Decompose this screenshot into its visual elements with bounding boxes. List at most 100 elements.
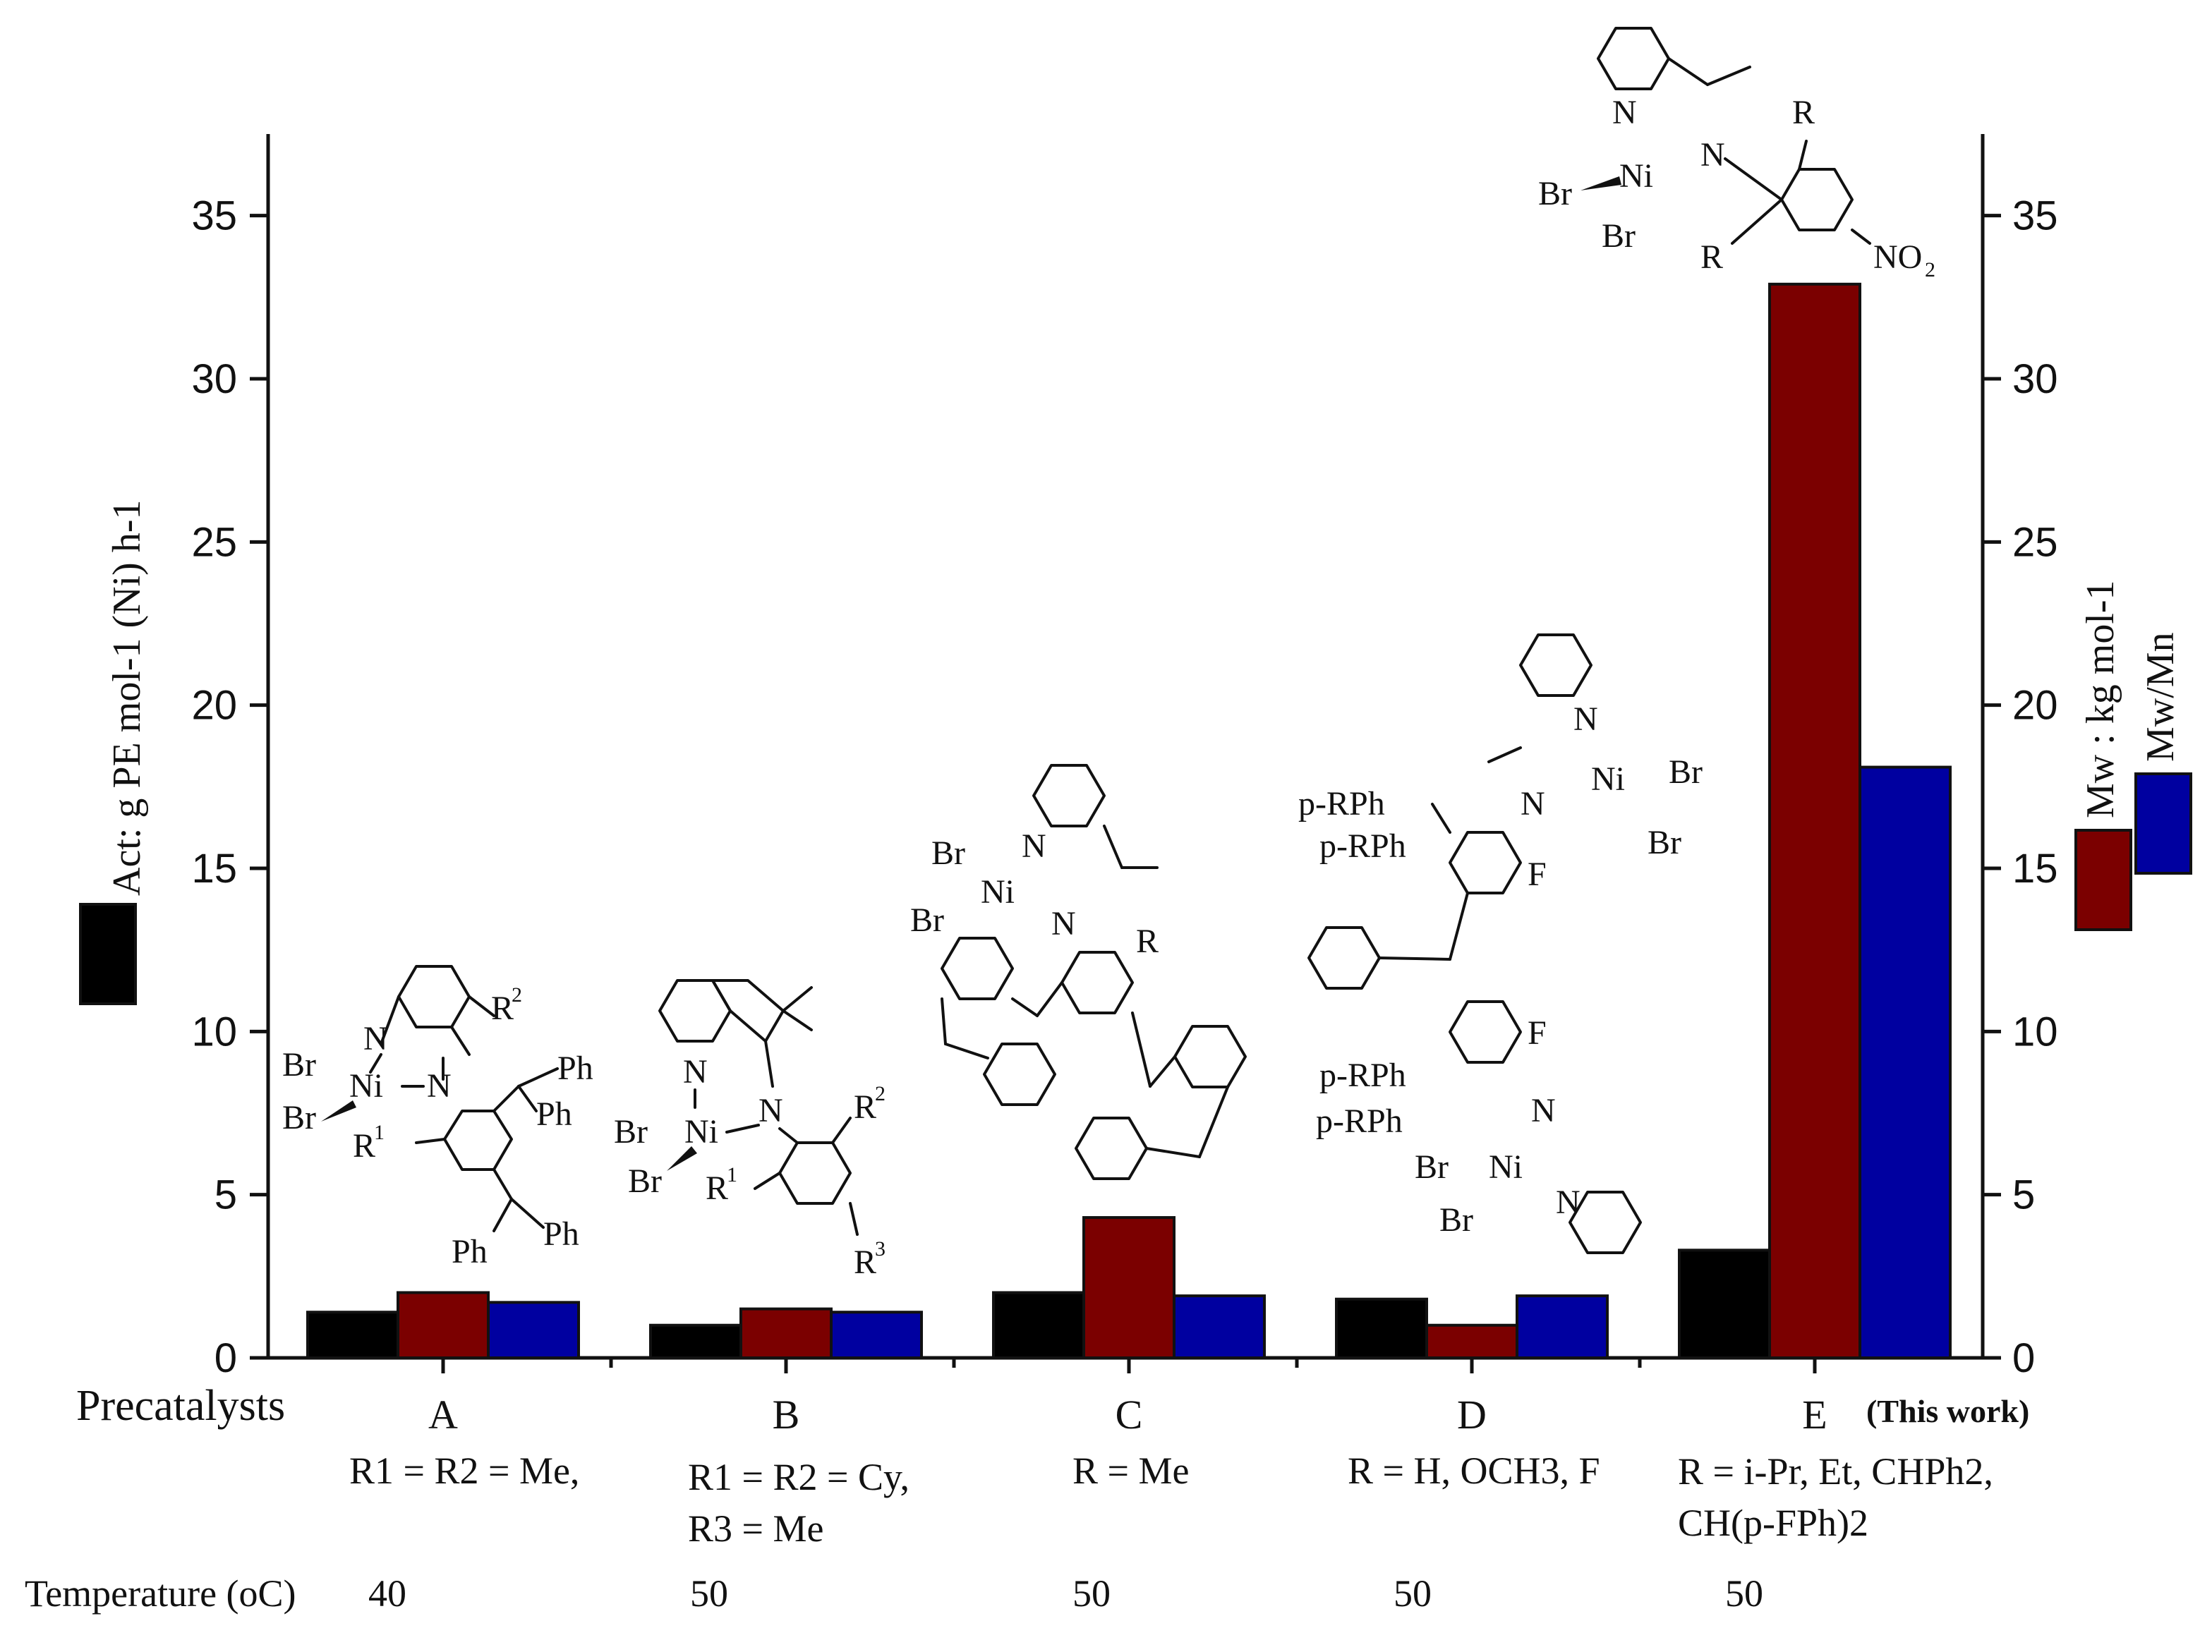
svg-text:Br: Br: [282, 1099, 316, 1136]
temperature-b-value: 50: [690, 1572, 728, 1615]
substituent-d-text: R = H, OCH3, F: [1348, 1450, 1600, 1492]
bar-e-series-1: [1768, 282, 1861, 1359]
svg-text:Ni: Ni: [1591, 760, 1625, 798]
svg-text:2: 2: [875, 1082, 886, 1105]
svg-text:Ph: Ph: [543, 1215, 579, 1253]
svg-text:N: N: [1556, 1184, 1581, 1221]
svg-text:F: F: [1528, 1014, 1547, 1052]
left-y-tick-label: 20: [191, 683, 237, 729]
temperature-label: Temperature (oC): [25, 1574, 296, 1612]
left-axis-title: Act: g PE mol-1 (Ni) h-1: [104, 500, 150, 896]
ticks: 0 0 5 5 10 10 15 15 20 20 25 25 30 30 35 35: [191, 193, 2057, 1381]
left-y-tick-label: 5: [214, 1172, 237, 1218]
category-label-d: D: [1457, 1392, 1487, 1438]
category-label-c: C: [1116, 1392, 1143, 1438]
mw-axis-title: Mw : kg mol-1: [2078, 580, 2123, 818]
category-label-e: E: [1802, 1392, 1827, 1438]
bar-d-series-2: [1516, 1294, 1609, 1360]
left-y-tick-label: 30: [191, 356, 237, 402]
legend-swatch-activity: [79, 903, 137, 1005]
svg-text:N: N: [1051, 905, 1076, 942]
substituent-c: R = Me: [1072, 1452, 1189, 1490]
temperature-e-value: 50: [1725, 1572, 1763, 1615]
svg-text:Ph: Ph: [536, 1095, 572, 1133]
temperature-e: 50: [1725, 1574, 1763, 1612]
svg-text:Ni: Ni: [684, 1113, 718, 1150]
x-axis-title-text: Precatalysts: [76, 1382, 286, 1430]
svg-text:N: N: [363, 1020, 388, 1057]
right-y-tick-label: 30: [2012, 356, 2058, 402]
svg-text:2: 2: [1925, 258, 1935, 281]
bar-b-series-1: [739, 1307, 833, 1359]
temperature-a-value: 40: [368, 1572, 406, 1615]
right-y-tick-label: 25: [2012, 519, 2058, 565]
svg-text:p-RPh: p-RPh: [1298, 785, 1385, 822]
structure-c: N Ni Br Br N R: [910, 764, 1247, 1180]
bar-e-series-2: [1859, 765, 1952, 1360]
substituent-d: R = H, OCH3, F: [1348, 1452, 1600, 1490]
svg-text:N: N: [759, 1092, 783, 1129]
svg-text:R: R: [353, 1127, 375, 1165]
svg-text:Ni: Ni: [1619, 157, 1653, 195]
svg-text:Br: Br: [1439, 1201, 1473, 1239]
svg-text:Br: Br: [614, 1113, 648, 1150]
svg-text:N: N: [1612, 94, 1637, 131]
left-y-tick-label: 25: [191, 519, 237, 565]
svg-text:Ni: Ni: [349, 1067, 383, 1105]
svg-text:R: R: [706, 1170, 728, 1207]
substituent-a: R1 = R2 = Me,: [349, 1452, 579, 1490]
substituent-e: R = i-Pr, Et, CHPh2, CH(p-FPh)2: [1678, 1446, 2045, 1549]
svg-text:Br: Br: [1415, 1148, 1449, 1186]
bar-a-series-1: [397, 1291, 490, 1360]
legend-swatch-mwmn: [2134, 772, 2192, 875]
svg-text:R: R: [1700, 238, 1723, 276]
svg-text:Ph: Ph: [557, 1050, 593, 1087]
bar-d-series-1: [1425, 1323, 1518, 1359]
svg-text:R: R: [854, 1244, 876, 1281]
svg-text:N: N: [1521, 785, 1545, 822]
left-y-tick-label: 10: [191, 1009, 237, 1055]
right-y-tick-label: 0: [2012, 1335, 2035, 1381]
bar-c-series-1: [1082, 1216, 1175, 1360]
svg-text:Br: Br: [1669, 753, 1703, 791]
svg-text:N: N: [683, 1053, 708, 1091]
mw-axis-title-text: Mw : kg mol-1: [2079, 580, 2122, 818]
left-y-tick-label: 35: [191, 193, 237, 239]
svg-text:Br: Br: [931, 834, 965, 872]
left-axis-title-text: Act: g PE mol-1 (Ni) h-1: [105, 499, 149, 896]
structure-a: N R 2 N Ni Br Br Ph Ph R 1 Ph Ph: [282, 965, 593, 1270]
bar-d-series-0: [1335, 1297, 1428, 1359]
substituent-c-text: R = Me: [1072, 1450, 1190, 1492]
right-y-tick-label: 10: [2012, 1009, 2058, 1055]
bars: [306, 282, 1952, 1360]
left-y-tick-label: 0: [214, 1335, 237, 1381]
svg-text:Br: Br: [1648, 824, 1681, 861]
temperature-d-value: 50: [1394, 1572, 1432, 1615]
svg-text:2: 2: [512, 983, 522, 1007]
svg-text:3: 3: [875, 1237, 886, 1261]
svg-text:Br: Br: [910, 901, 944, 939]
svg-text:Ph: Ph: [452, 1233, 488, 1270]
svg-text:Br: Br: [282, 1046, 316, 1083]
mwmn-axis-title-text: Mw/Mn: [2139, 632, 2182, 762]
svg-text:N: N: [1700, 136, 1725, 174]
svg-text:Br: Br: [1538, 175, 1572, 212]
svg-text:F: F: [1528, 856, 1547, 893]
svg-text:R: R: [1136, 923, 1159, 960]
bar-a-series-0: [306, 1311, 399, 1360]
svg-text:N: N: [427, 1067, 452, 1105]
right-y-tick-label: 35: [2012, 193, 2058, 239]
temperature-a: 40: [368, 1574, 406, 1612]
this-work-label: (This work): [1866, 1395, 2029, 1428]
left-y-tick-label: 15: [191, 846, 237, 892]
svg-text:NO: NO: [1873, 238, 1922, 276]
svg-text:Br: Br: [628, 1162, 662, 1200]
svg-text:Br: Br: [1602, 217, 1636, 255]
svg-text:1: 1: [374, 1121, 385, 1144]
this-work-label-text: (This work): [1866, 1393, 2030, 1429]
temperature-d: 50: [1394, 1574, 1432, 1612]
right-y-tick-label: 15: [2012, 846, 2058, 892]
bar-c-series-0: [992, 1291, 1085, 1360]
svg-text:1: 1: [727, 1163, 737, 1186]
